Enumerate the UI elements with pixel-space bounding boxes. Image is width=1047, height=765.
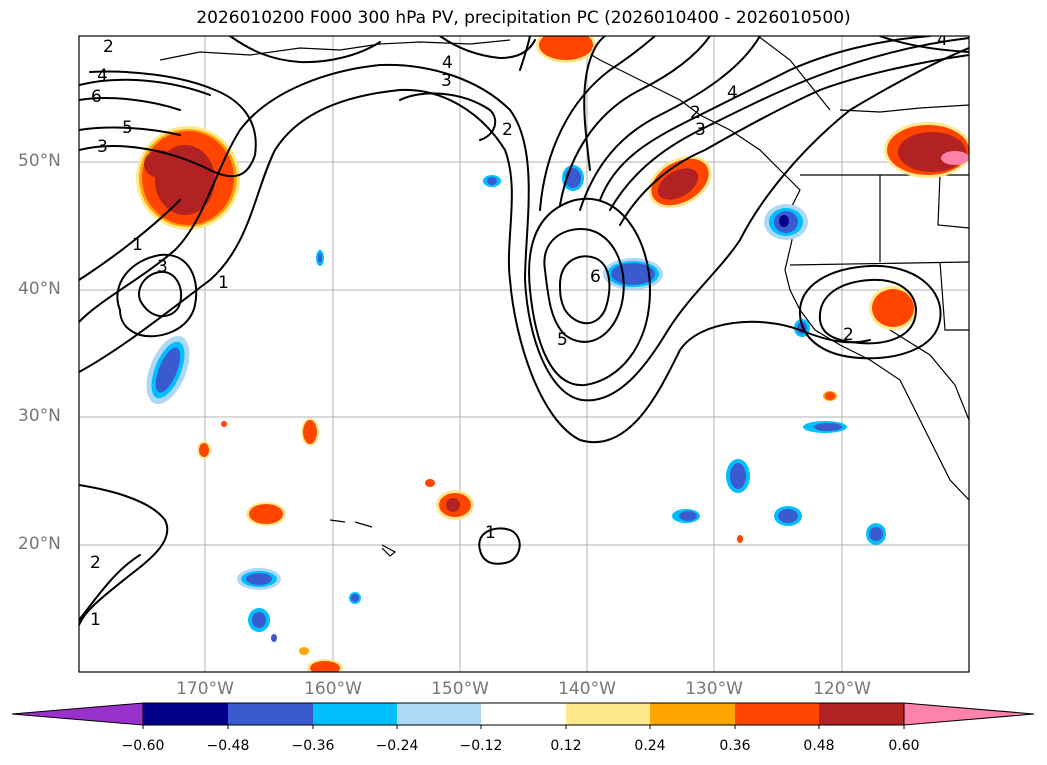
contour-label: 4 (727, 83, 738, 103)
contour-label: 6 (590, 267, 601, 287)
lon-label-130w: 130°W (685, 679, 743, 699)
contour-label: 1 (485, 523, 496, 543)
lat-label-30n: 30°N (18, 406, 61, 426)
negative-precip-areas (146, 165, 886, 642)
map-plot-area: 2 4 6 5 3 1 3 1 4 3 2 4 2 3 6 5 2 1 2 1 … (79, 30, 969, 672)
contour-label: 2 (843, 325, 854, 345)
colorbar-tick-label: −0.24 (375, 738, 419, 754)
contour-label: 1 (90, 610, 101, 630)
lat-label-40n: 40°N (18, 279, 61, 299)
colorbar-tick-label: 0.12 (550, 738, 582, 754)
lat-label-20n: 20°N (18, 534, 61, 554)
contour-label: 1 (218, 273, 229, 293)
colorbar-tick-label: −0.60 (121, 738, 165, 754)
colorbar-segment (397, 703, 481, 725)
contour-label: 3 (157, 257, 168, 277)
colorbar-segment (735, 703, 819, 725)
colorbar-segment (143, 703, 228, 725)
contour-label: 3 (695, 120, 706, 140)
colorbar-tick-label: 0.24 (634, 738, 666, 754)
contour-label: 1 (132, 235, 143, 255)
lon-label-170w: 170°W (176, 679, 234, 699)
colorbar-tick-label: −0.36 (291, 738, 335, 754)
colorbar-tick-label: −0.48 (206, 738, 250, 754)
contour-label: 6 (91, 87, 102, 107)
pv-contours (79, 36, 969, 626)
colorbar-tick-label: −0.12 (459, 738, 503, 754)
graticule (79, 36, 969, 672)
colorbar-tick-label: 0.36 (719, 738, 751, 754)
lon-label-160w: 160°W (304, 679, 362, 699)
contour-label: 3 (441, 71, 452, 91)
colorbar-segment (566, 703, 650, 725)
contour-label: 4 (937, 30, 948, 50)
positive-precip-areas (136, 36, 969, 672)
colorbar-segment (228, 703, 313, 725)
lon-label-120w: 120°W (813, 679, 871, 699)
colorbar-segment (819, 703, 904, 725)
contour-label: 2 (502, 120, 513, 140)
coastlines (159, 36, 969, 557)
contour-label: 4 (442, 53, 453, 73)
colorbar-segment (650, 703, 735, 725)
contour-label: 5 (557, 330, 568, 350)
contour-label: 2 (690, 103, 701, 123)
lat-label-50n: 50°N (18, 151, 61, 171)
colorbar-extend-low (11, 702, 144, 726)
contour-labels: 2 4 6 5 3 1 3 1 4 3 2 4 2 3 6 5 2 1 2 1 … (90, 30, 948, 630)
colorbar-tick-label: 0.48 (803, 738, 835, 754)
colorbar-segment (481, 703, 566, 725)
lon-label-140w: 140°W (558, 679, 616, 699)
contour-label: 5 (122, 118, 133, 138)
contour-label: 3 (97, 137, 108, 157)
colorbar-tick-label: 0.60 (888, 738, 920, 754)
colorbar-segment (313, 703, 397, 725)
map-title: 2026010200 F000 300 hPa PV, precipitatio… (196, 8, 851, 28)
lon-label-150w: 150°W (431, 679, 489, 699)
map-frame (78, 35, 970, 673)
contour-label: 2 (90, 553, 101, 573)
contour-label: 4 (97, 66, 108, 86)
colorbar (11, 702, 1035, 729)
colorbar-extend-high (903, 702, 1035, 726)
contour-label: 2 (103, 37, 114, 57)
